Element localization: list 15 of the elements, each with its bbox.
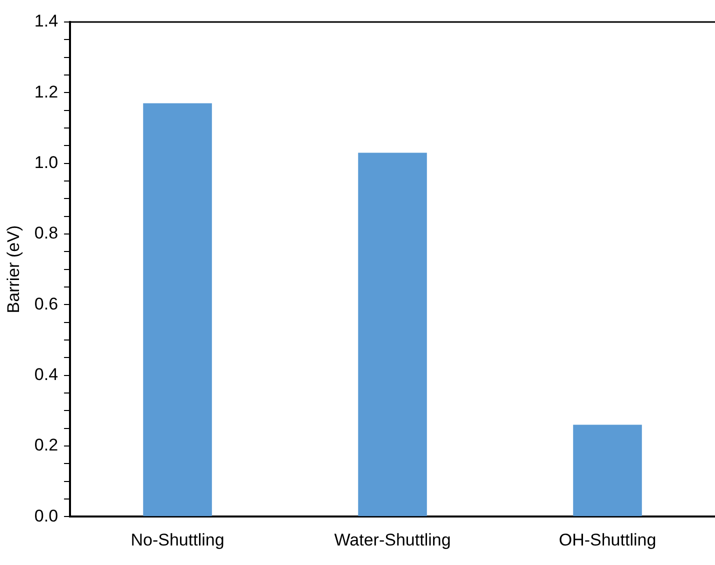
y-tick-label: 0.8 (34, 224, 58, 243)
bar (358, 152, 427, 516)
y-tick-label: 0.4 (34, 364, 58, 384)
x-tick-label: Water-Shuttling (334, 530, 451, 550)
y-tick-label: 1.0 (34, 153, 58, 172)
y-tick-label: 0.6 (34, 294, 58, 314)
bar (573, 424, 642, 516)
y-tick-label: 0.0 (34, 506, 58, 526)
bar (143, 103, 212, 516)
y-tick-label: 1.2 (34, 82, 58, 102)
y-tick-label: 0.2 (34, 436, 58, 455)
x-tick-label: No-Shuttling (130, 530, 224, 550)
y-axis-title: Barrier (eV) (4, 225, 23, 314)
x-tick-label: OH-Shuttling (558, 530, 656, 550)
y-tick-label: 1.4 (34, 12, 58, 31)
